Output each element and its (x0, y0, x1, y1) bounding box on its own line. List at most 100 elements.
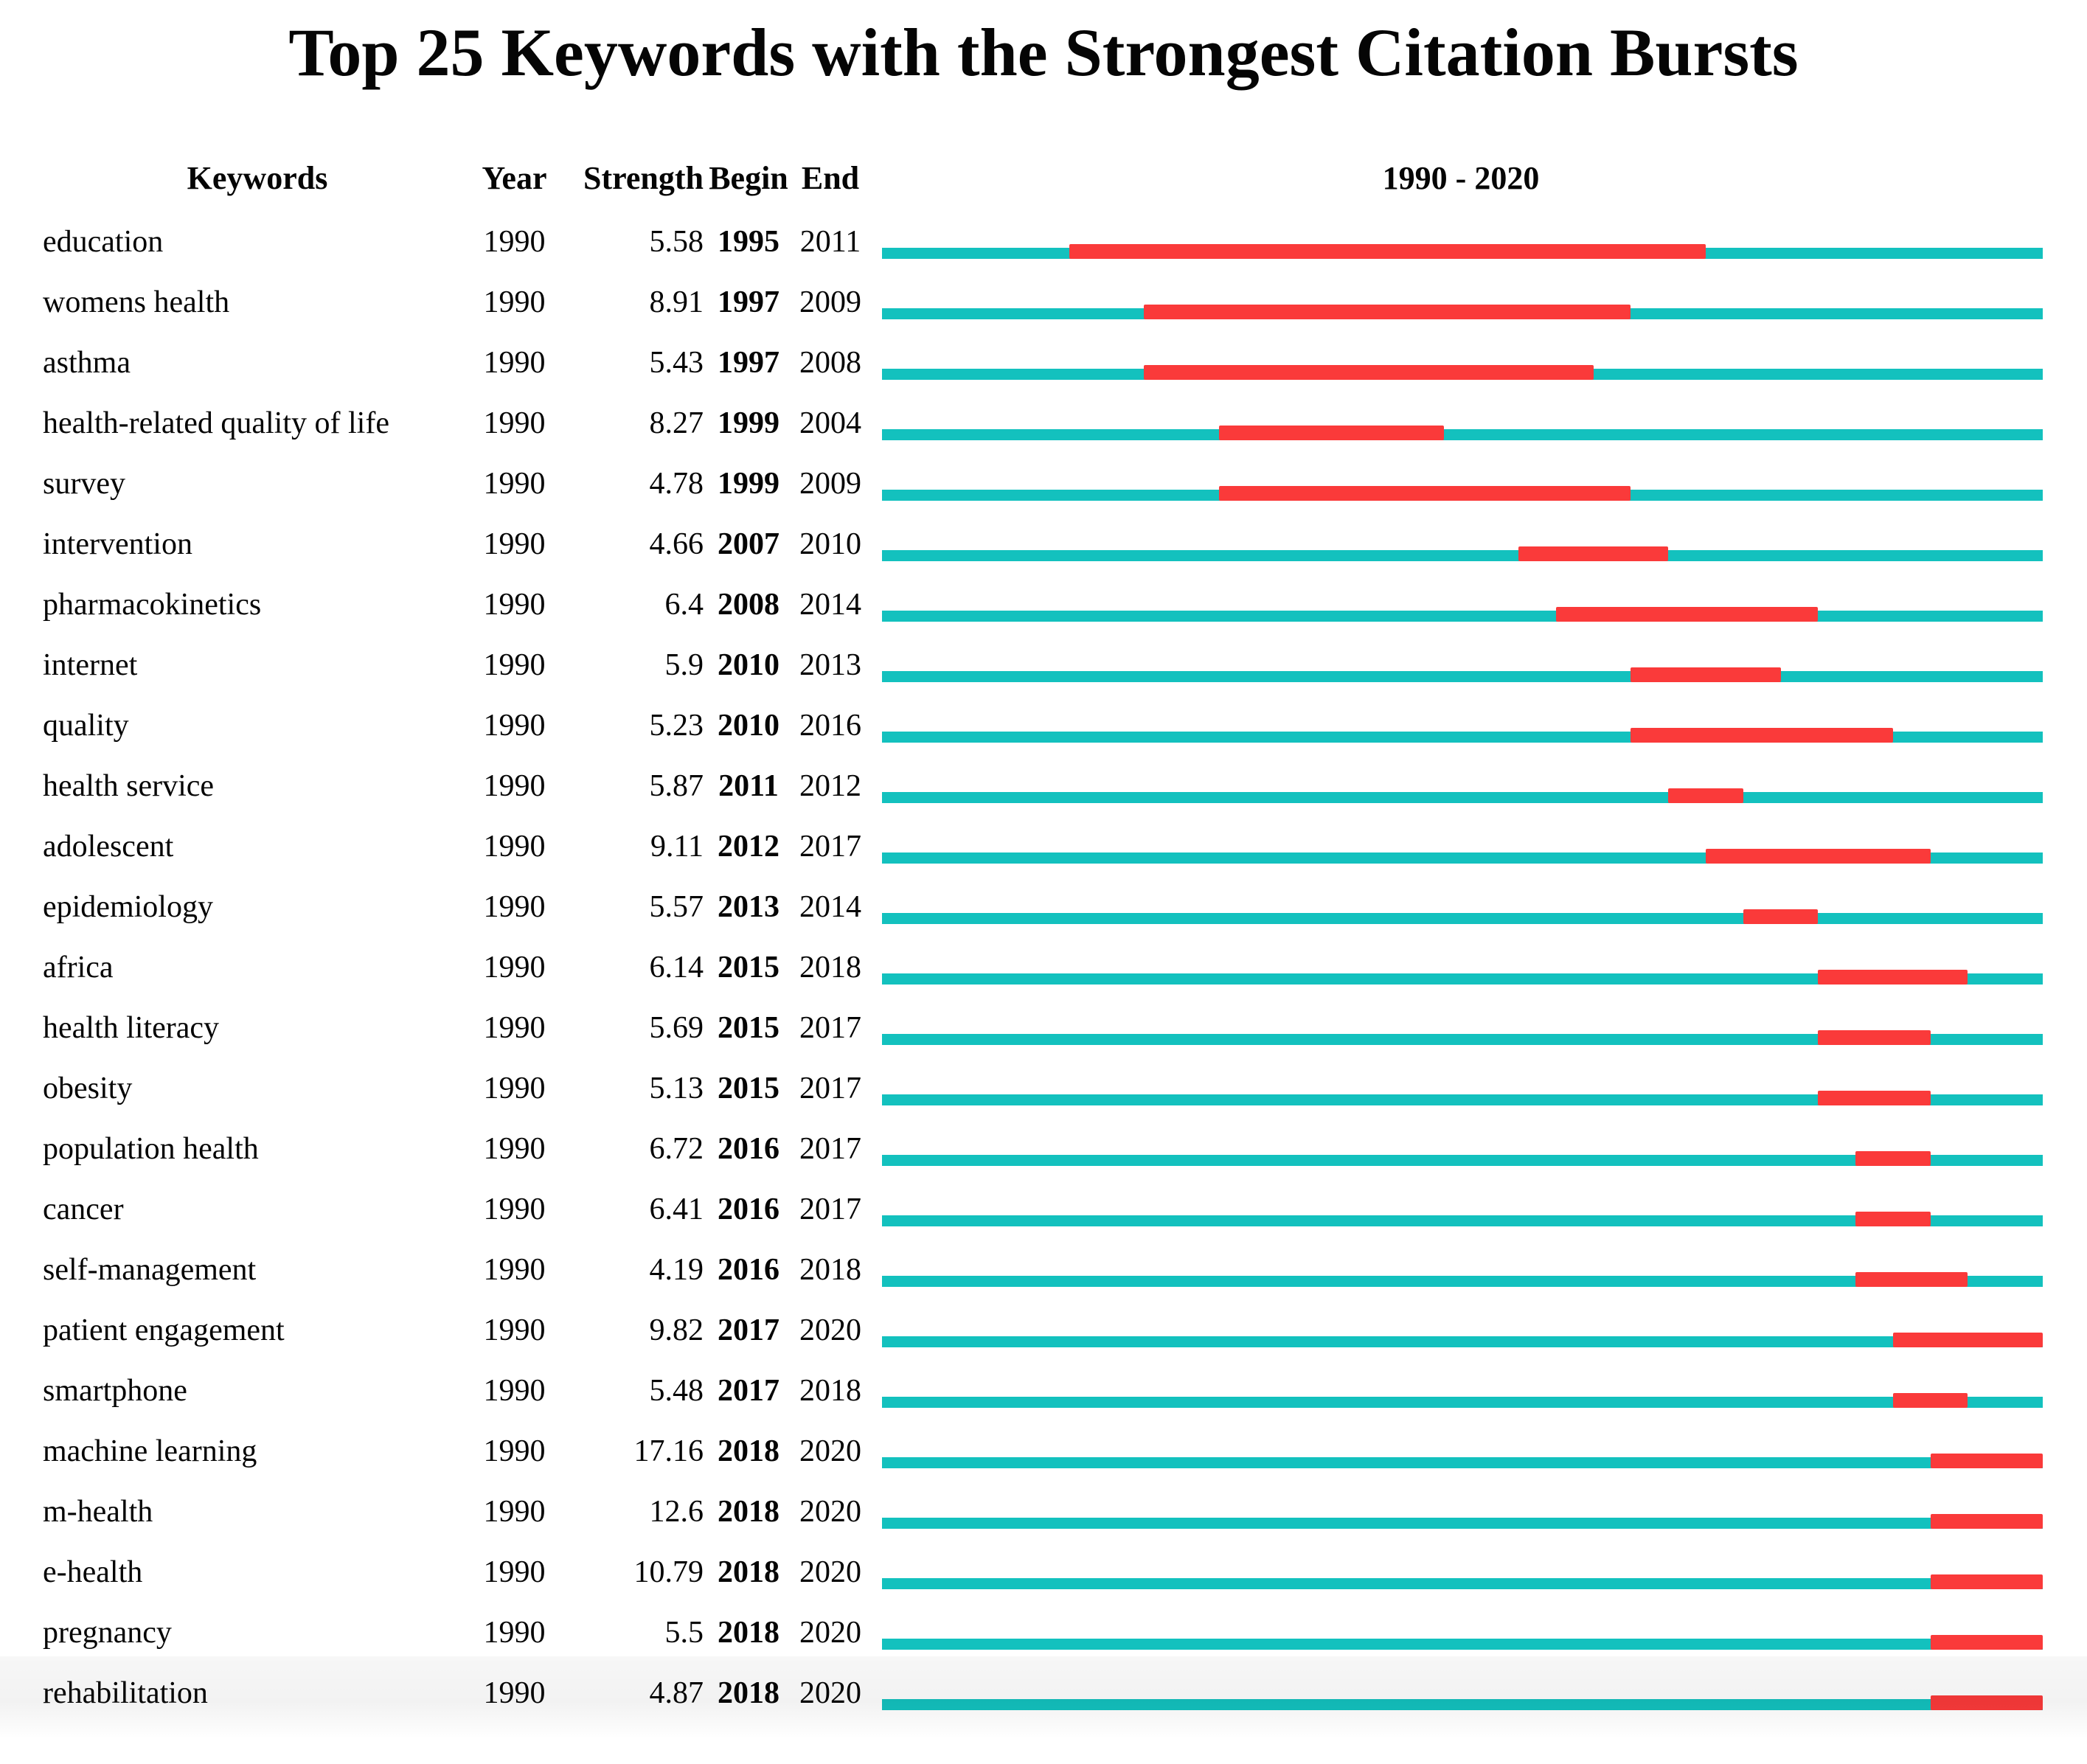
timeline-cell (878, 1491, 2044, 1552)
begin-year-value: 2016 (718, 1192, 779, 1226)
column-header-row: Keywords Year Strength Begin End 1990 - … (0, 158, 2087, 199)
year-value: 1990 (483, 346, 546, 380)
year-value: 1990 (483, 225, 546, 259)
burst-row: internet 1990 5.9 2010 2013 (0, 645, 2087, 705)
end-year-value: 2020 (799, 1555, 861, 1589)
keyword-label: internet (43, 648, 138, 682)
begin-year-value: 1995 (718, 225, 779, 259)
burst-bar (1743, 909, 1819, 924)
burst-row: m-health 1990 12.6 2018 2020 (0, 1491, 2087, 1552)
strength-value: 5.57 (649, 890, 704, 924)
burst-bar (1855, 1272, 1968, 1287)
burst-row: self-management 1990 4.19 2016 2018 (0, 1249, 2087, 1310)
burst-row: obesity 1990 5.13 2015 2017 (0, 1068, 2087, 1128)
end-year-value: 2020 (799, 1434, 861, 1468)
end-year-value: 2013 (799, 648, 861, 682)
begin-year-value: 2018 (718, 1495, 779, 1529)
timeline-cell (878, 221, 2044, 282)
strength-value: 5.13 (649, 1072, 704, 1105)
strength-value: 10.79 (633, 1555, 704, 1589)
burst-row: e-health 1990 10.79 2018 2020 (0, 1552, 2087, 1612)
keyword-label: education (43, 225, 164, 259)
burst-bar (1818, 1030, 1931, 1045)
timeline-cell (878, 705, 2044, 765)
end-year-value: 2009 (799, 285, 861, 319)
end-year-value: 2010 (799, 527, 861, 561)
begin-year-value: 1999 (718, 467, 779, 501)
column-header-year-range: 1990 - 2020 (1382, 160, 1540, 196)
burst-bar (1069, 244, 1706, 259)
keyword-label: health-related quality of life (43, 406, 389, 440)
end-year-value: 2018 (799, 951, 861, 985)
timeline-track (882, 486, 2043, 501)
year-value: 1990 (483, 1676, 546, 1710)
strength-value: 9.82 (649, 1313, 704, 1347)
timeline-cell (878, 1128, 2044, 1189)
timeline-track (882, 1333, 2043, 1347)
begin-year-value: 2018 (718, 1676, 779, 1710)
year-value: 1990 (483, 709, 546, 743)
keyword-label: rehabilitation (43, 1676, 208, 1710)
begin-year-value: 2018 (718, 1616, 779, 1650)
year-value: 1990 (483, 588, 546, 622)
timeline-cell (878, 1673, 2044, 1733)
strength-value: 12.6 (649, 1495, 704, 1529)
timeline-track (882, 667, 2043, 682)
burst-bar (1930, 1695, 2043, 1710)
burst-row: pregnancy 1990 5.5 2018 2020 (0, 1612, 2087, 1673)
keyword-label: m-health (43, 1495, 153, 1529)
burst-row: pharmacokinetics 1990 6.4 2008 2014 (0, 584, 2087, 645)
year-value: 1990 (483, 830, 546, 864)
strength-value: 5.87 (649, 769, 704, 803)
keyword-label: e-health (43, 1555, 143, 1589)
burst-row: health service 1990 5.87 2011 2012 (0, 765, 2087, 826)
burst-bar (1218, 426, 1444, 440)
timeline-cell (878, 1612, 2044, 1673)
timeline-track (882, 728, 2043, 743)
timeline-cell (878, 463, 2044, 524)
begin-year-value: 2018 (718, 1434, 779, 1468)
year-value: 1990 (483, 406, 546, 440)
begin-year-value: 2008 (718, 588, 779, 622)
end-year-value: 2009 (799, 467, 861, 501)
timeline-track (882, 1212, 2043, 1226)
burst-row: epidemiology 1990 5.57 2013 2014 (0, 886, 2087, 947)
strength-value: 5.69 (649, 1011, 704, 1045)
timeline-cell (878, 826, 2044, 886)
end-year-value: 2017 (799, 1132, 861, 1166)
keyword-label: pharmacokinetics (43, 588, 262, 622)
end-year-value: 2008 (799, 346, 861, 380)
column-header-strength: Strength (583, 160, 704, 196)
timeline-cell (878, 584, 2044, 645)
keyword-label: intervention (43, 527, 192, 561)
begin-year-value: 2010 (718, 648, 779, 682)
keyword-label: health literacy (43, 1011, 220, 1045)
end-year-value: 2017 (799, 830, 861, 864)
begin-year-value: 1997 (718, 285, 779, 319)
burst-bar (1892, 1393, 1968, 1408)
keyword-label: asthma (43, 346, 131, 380)
end-year-value: 2014 (799, 890, 861, 924)
burst-bar (1631, 667, 1781, 682)
timeline-cell (878, 1370, 2044, 1431)
burst-row: asthma 1990 5.43 1997 2008 (0, 342, 2087, 403)
column-header-end: End (801, 160, 860, 196)
begin-year-value: 2015 (718, 1011, 779, 1045)
burst-row: quality 1990 5.23 2010 2016 (0, 705, 2087, 765)
burst-bar (1555, 607, 1819, 622)
keyword-label: adolescent (43, 830, 174, 864)
timeline-track (882, 546, 2043, 561)
timeline-cell (878, 403, 2044, 463)
timeline-track (882, 1393, 2043, 1408)
timeline-track (882, 365, 2043, 380)
begin-year-value: 2012 (718, 830, 779, 864)
burst-bar (1930, 1635, 2043, 1650)
keyword-label: survey (43, 467, 125, 501)
end-year-value: 2004 (799, 406, 861, 440)
end-year-value: 2017 (799, 1011, 861, 1045)
burst-row: rehabilitation 1990 4.87 2018 2020 (0, 1673, 2087, 1733)
burst-bar (1855, 1212, 1931, 1226)
strength-value: 6.72 (649, 1132, 704, 1166)
begin-year-value: 2016 (718, 1253, 779, 1287)
end-year-value: 2011 (799, 225, 861, 259)
